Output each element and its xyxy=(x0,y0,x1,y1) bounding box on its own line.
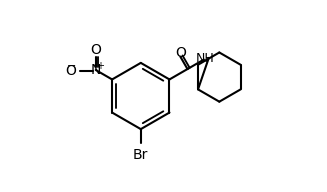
Text: +: + xyxy=(96,61,104,71)
Text: NH: NH xyxy=(196,52,215,65)
Text: Br: Br xyxy=(133,148,148,162)
Text: O: O xyxy=(175,46,186,60)
Text: O: O xyxy=(90,43,101,57)
Text: O: O xyxy=(65,64,76,78)
Text: N: N xyxy=(91,63,101,77)
Text: −: − xyxy=(66,61,76,71)
